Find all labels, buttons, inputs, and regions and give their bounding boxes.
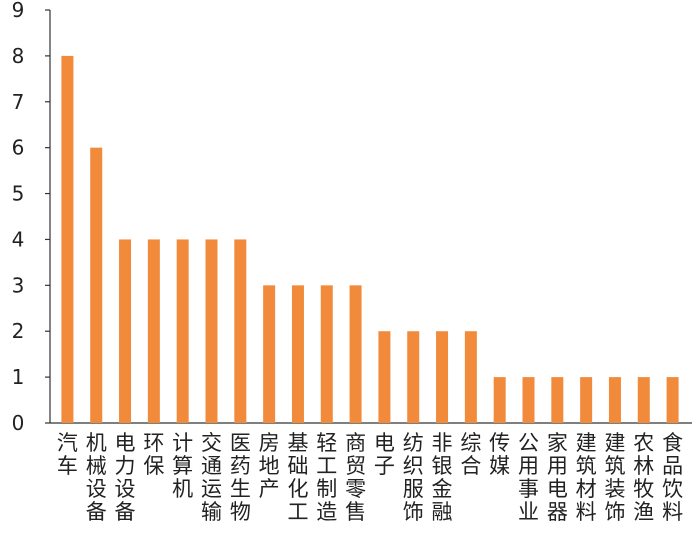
category-label: 传媒 — [489, 431, 510, 478]
y-tick-label: 7 — [12, 90, 25, 114]
category-label: 汽车 — [57, 431, 78, 478]
bar — [176, 239, 189, 423]
bar — [378, 331, 391, 423]
y-tick-label: 0 — [12, 411, 25, 435]
category-label: 计算机 — [172, 431, 193, 501]
bar — [580, 377, 593, 423]
bar — [407, 331, 420, 423]
bar — [234, 239, 247, 423]
bar — [320, 285, 333, 423]
x-axis-labels: 汽车机械设备电力设备环保计算机交通运输医药生物房地产基础化工轻工制造商贸零售电子… — [57, 431, 683, 524]
bar — [119, 239, 132, 423]
category-label: 医药生物 — [230, 431, 251, 524]
category-label: 机械设备 — [86, 431, 107, 524]
category-label: 轻工制造 — [316, 431, 337, 524]
y-tick-label: 3 — [12, 273, 25, 297]
y-tick-label: 2 — [12, 319, 25, 343]
bars — [61, 55, 679, 424]
category-label: 基础化工 — [287, 431, 308, 524]
bar — [61, 55, 74, 424]
bar — [637, 377, 650, 423]
category-label: 综合 — [460, 431, 481, 478]
category-label: 房地产 — [259, 431, 280, 501]
category-label: 电力设备 — [115, 431, 136, 524]
category-label: 家用电器 — [547, 431, 568, 524]
category-label: 建筑材料 — [576, 431, 597, 524]
bar — [522, 377, 535, 423]
bar — [291, 285, 304, 423]
category-label: 商贸零售 — [345, 431, 366, 524]
bar — [205, 239, 218, 423]
bar — [464, 331, 477, 423]
y-tick-label: 5 — [12, 182, 25, 206]
y-tick-label: 6 — [12, 136, 25, 160]
category-label: 非银金融 — [432, 431, 453, 524]
bar — [90, 147, 103, 423]
y-tick-label: 8 — [12, 44, 25, 68]
category-label: 农林牧渔 — [633, 431, 654, 524]
category-label: 交通运输 — [201, 431, 222, 524]
y-tick-label: 1 — [12, 365, 25, 389]
bar — [349, 285, 362, 423]
category-label: 环保 — [143, 431, 164, 478]
y-tick-label: 4 — [12, 227, 25, 251]
category-label: 电子 — [374, 431, 395, 478]
bar — [263, 285, 276, 423]
bar — [493, 377, 506, 423]
category-label: 纺织服饰 — [403, 431, 424, 524]
bar — [666, 377, 679, 423]
category-label: 公用事业 — [518, 431, 539, 524]
bar — [147, 239, 160, 423]
category-label: 食品饮料 — [662, 431, 683, 524]
y-tick-label: 9 — [12, 0, 25, 22]
bar — [551, 377, 564, 423]
bar — [436, 331, 449, 423]
category-label: 建筑装饰 — [604, 431, 625, 524]
bar — [608, 377, 621, 423]
